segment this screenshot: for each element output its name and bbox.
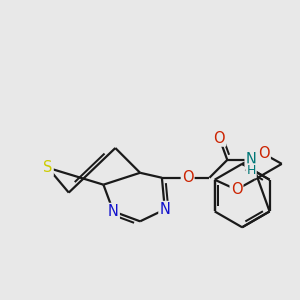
Text: H: H [246, 164, 256, 177]
Text: O: O [214, 130, 225, 146]
Text: O: O [258, 146, 270, 161]
Text: O: O [182, 170, 194, 185]
Text: S: S [43, 160, 52, 175]
Text: N: N [246, 152, 256, 167]
Text: N: N [159, 202, 170, 217]
Text: O: O [231, 182, 242, 197]
Text: N: N [108, 204, 119, 219]
